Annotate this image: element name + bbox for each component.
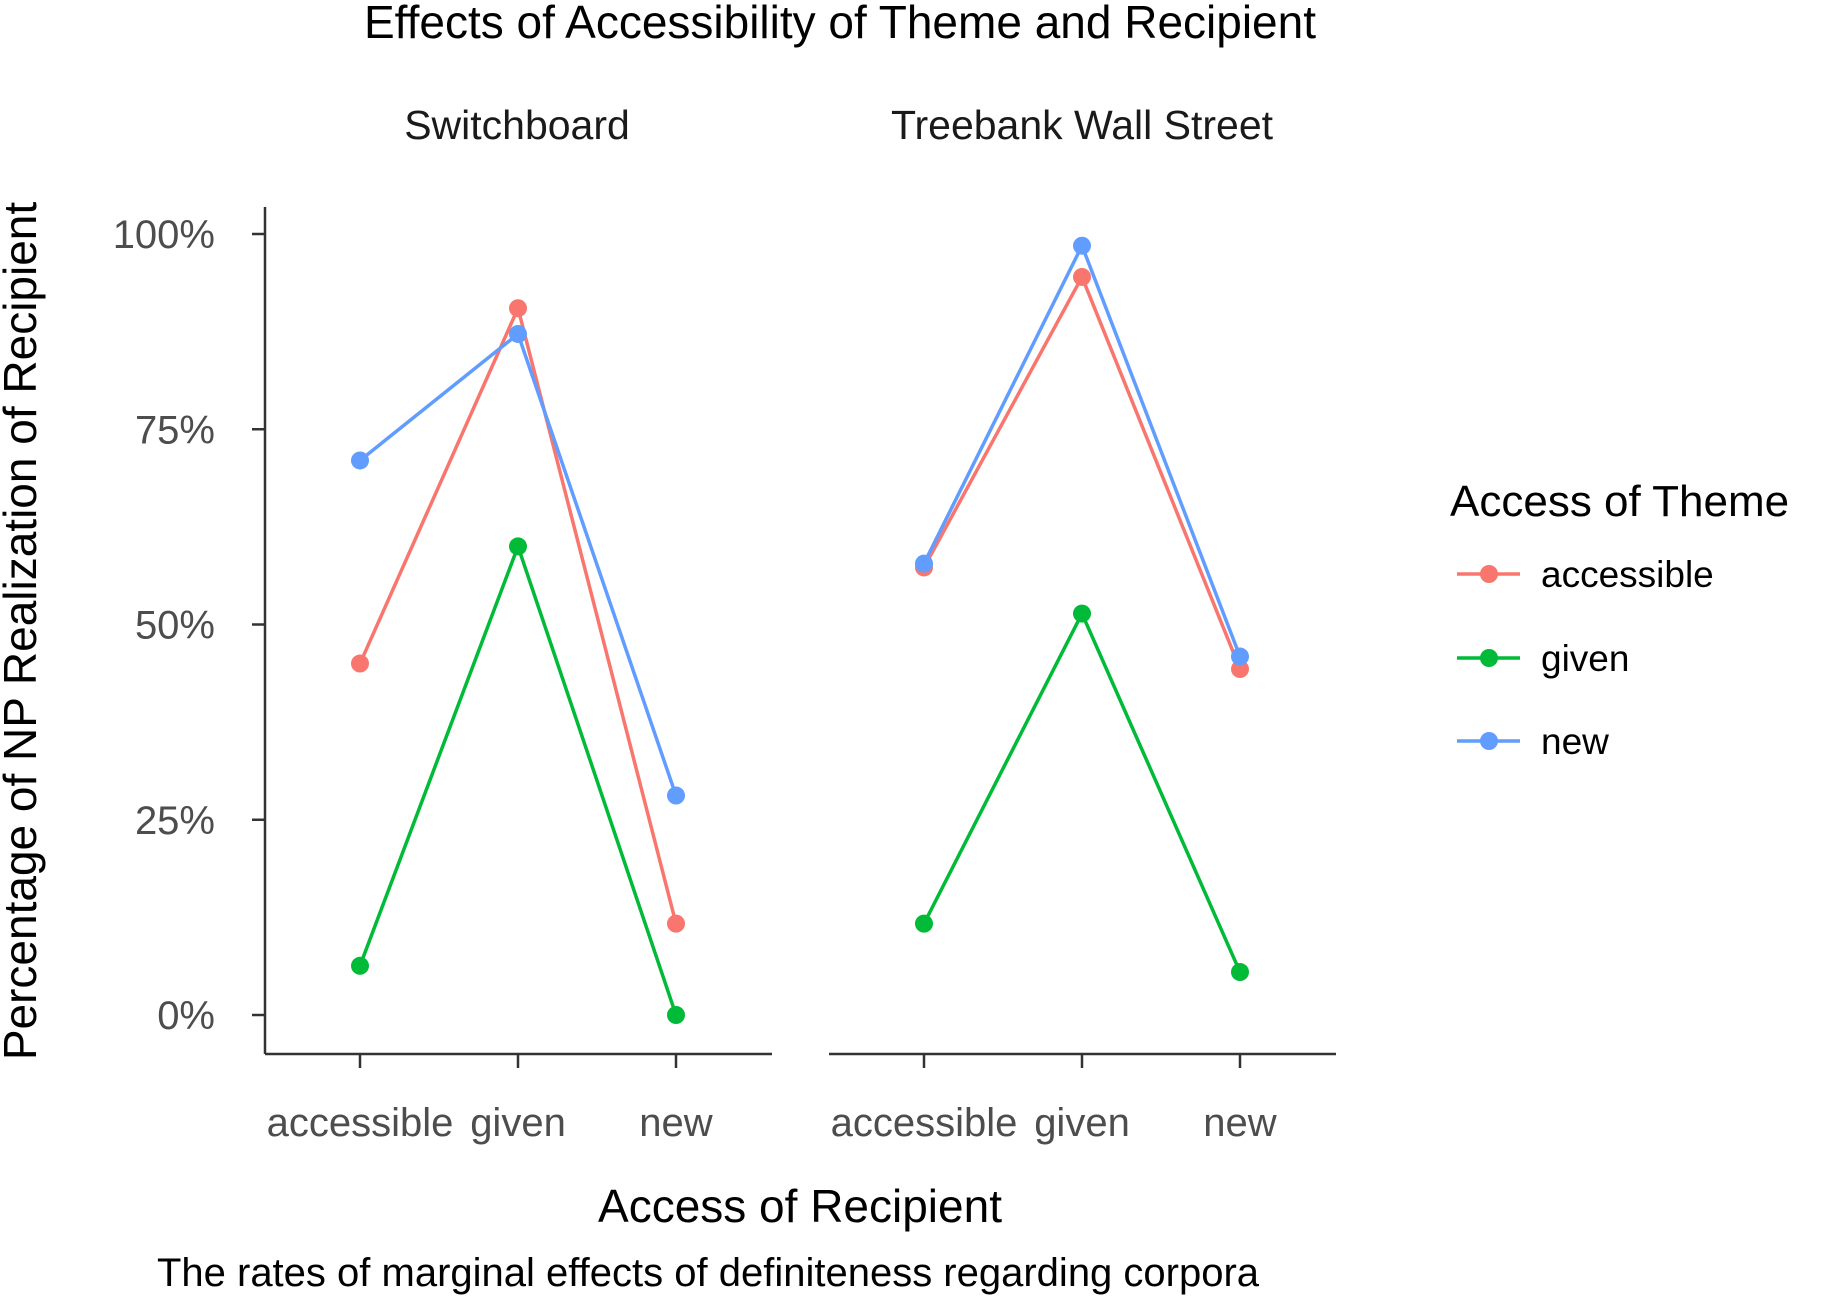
series-line-new — [358, 332, 678, 797]
legend: Access of Theme accessible given new — [1450, 477, 1789, 762]
x-tick-label: new — [1203, 1101, 1276, 1145]
y-tick-label: 0% — [157, 994, 215, 1038]
y-tick-label: 25% — [135, 799, 215, 843]
panel-strip-switchboard: Switchboard — [404, 102, 630, 148]
data-point-new — [509, 324, 527, 343]
data-point-given — [1231, 963, 1249, 982]
series-line-given — [922, 611, 1242, 973]
panel-1: accessible given new — [829, 236, 1336, 1145]
panel-0: accessible given new — [265, 299, 772, 1145]
x-axis-title: Access of Recipient — [598, 1180, 1002, 1232]
series-line-new — [922, 243, 1242, 658]
legend-title: Access of Theme — [1450, 477, 1789, 526]
data-point-accessible — [1073, 267, 1091, 286]
data-point-accessible — [351, 654, 369, 673]
x-tick-label: accessible — [831, 1101, 1018, 1145]
data-point-given — [509, 537, 527, 556]
legend-items: accessible given new — [1457, 554, 1714, 762]
legend-label: accessible — [1541, 554, 1714, 595]
panel-strip-treebank: Treebank Wall Street — [891, 102, 1274, 148]
data-point-new — [351, 451, 369, 470]
y-axis: 0% 25% 50% 75% 100% — [113, 207, 267, 1054]
x-tick-label: given — [1034, 1101, 1130, 1145]
series-line-accessible — [358, 306, 678, 925]
data-point-given — [667, 1006, 685, 1024]
legend-label: new — [1541, 721, 1609, 762]
data-point-new — [1073, 236, 1091, 255]
x-tick-label: given — [470, 1101, 566, 1145]
data-point-given — [1073, 604, 1091, 623]
legend-label: given — [1541, 638, 1629, 679]
data-point-accessible — [667, 914, 685, 933]
series-line-given — [358, 544, 678, 1016]
x-tick-label: accessible — [267, 1101, 454, 1145]
data-point-new — [667, 786, 685, 805]
plot-panels: accessible given new accessible given new — [265, 236, 1336, 1145]
legend-key-point — [1480, 732, 1498, 750]
y-tick-label: 50% — [135, 604, 215, 648]
data-point-given — [351, 956, 369, 975]
data-point-accessible — [1231, 660, 1249, 679]
chart-title: Effects of Accessibility of Theme and Re… — [364, 0, 1316, 48]
data-point-new — [1231, 647, 1249, 666]
data-point-accessible — [509, 299, 527, 318]
legend-key-point — [1480, 565, 1498, 583]
x-tick-label: new — [639, 1101, 712, 1145]
chart-caption: The rates of marginal effects of definit… — [157, 1251, 1260, 1295]
data-point-new — [915, 554, 933, 573]
y-tick-label: 75% — [135, 408, 215, 452]
y-tick-label: 100% — [113, 213, 215, 257]
y-axis-title: Percentage of NP Realization of Recipien… — [0, 202, 46, 1061]
data-point-given — [915, 914, 933, 933]
legend-key-point — [1480, 649, 1498, 667]
